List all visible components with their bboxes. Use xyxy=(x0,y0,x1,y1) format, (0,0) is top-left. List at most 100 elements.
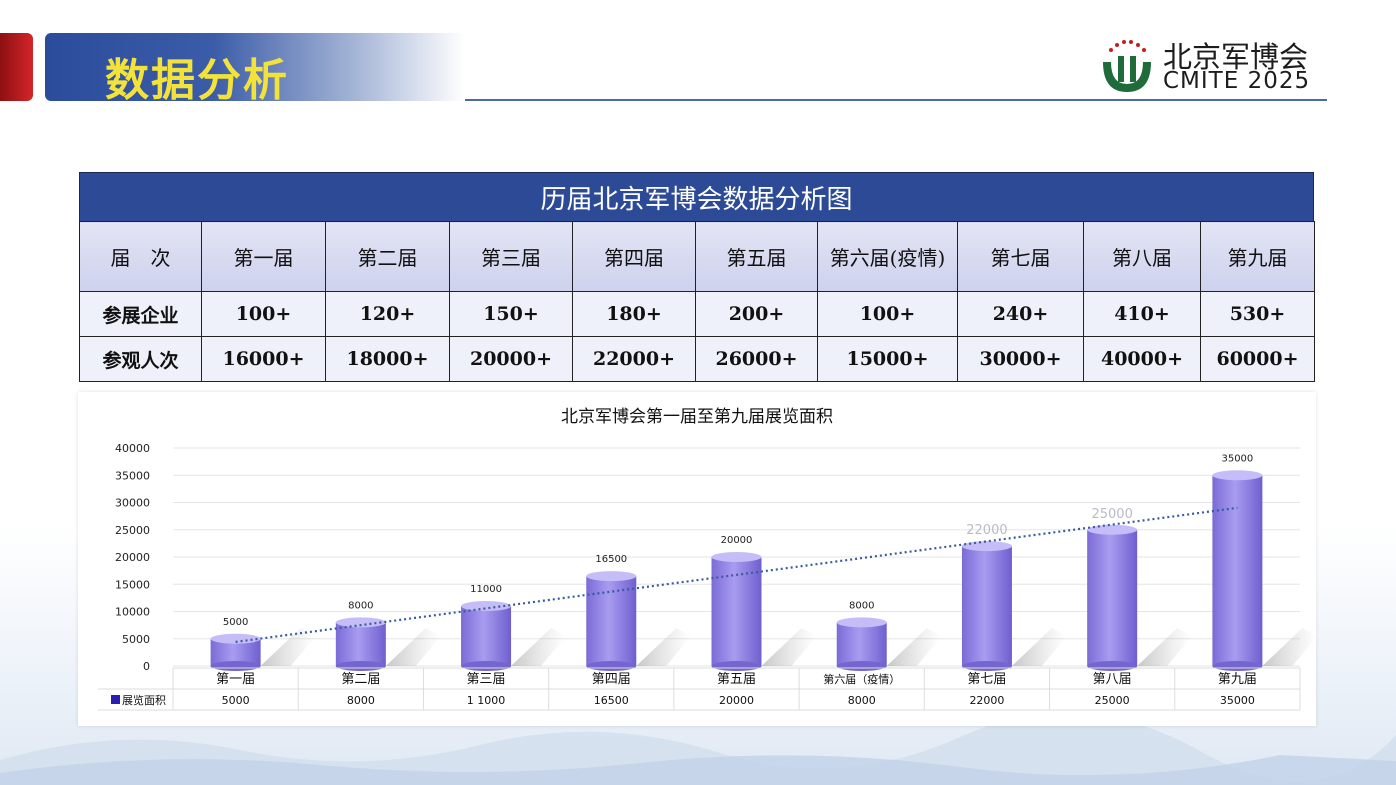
col-header: 第九届 xyxy=(1200,221,1315,292)
table-header-row: 届 次 第一届 第二届 第三届 第四届 第五届 第六届(疫情) 第七届 第八届 … xyxy=(79,221,1315,292)
col-header: 第三届 xyxy=(449,221,573,292)
header-divider xyxy=(465,99,1327,101)
y-tick-label: 40000 xyxy=(115,442,150,455)
table-corner-header: 届 次 xyxy=(79,221,202,292)
table-row: 参观人次 16000+ 18000+ 20000+ 22000+ 26000+ … xyxy=(79,336,1315,382)
y-tick-label: 5000 xyxy=(122,633,150,646)
data-label: 20000 xyxy=(721,535,753,546)
col-header: 第一届 xyxy=(201,221,326,292)
bar-top xyxy=(586,571,637,582)
bar xyxy=(335,622,386,666)
data-table-value: 1 1000 xyxy=(467,694,506,707)
bar-base xyxy=(586,661,637,671)
bar-shadow xyxy=(511,628,567,666)
bar-base xyxy=(836,661,887,671)
table-cell: 40000+ xyxy=(1083,336,1201,382)
bar-base xyxy=(1212,661,1263,671)
table-cell: 200+ xyxy=(695,291,818,337)
data-label: 11000 xyxy=(470,584,502,595)
page-title: 数据分析 xyxy=(105,55,289,106)
cmite-logo-icon xyxy=(1103,40,1151,92)
data-label: 5000 xyxy=(223,617,248,628)
col-header: 第四届 xyxy=(572,221,696,292)
y-tick-label: 30000 xyxy=(115,497,150,510)
y-tick-label: 10000 xyxy=(115,606,150,619)
bar xyxy=(1212,475,1263,666)
col-header: 第八届 xyxy=(1083,221,1201,292)
y-tick-label: 0 xyxy=(143,660,150,673)
bar-top xyxy=(210,633,261,644)
title-bar xyxy=(45,33,465,101)
data-table-value: 22000 xyxy=(969,694,1004,707)
bar-shadow xyxy=(1262,628,1316,666)
y-tick-label: 15000 xyxy=(115,578,150,591)
data-table-value: 25000 xyxy=(1095,694,1130,707)
chart-title: 北京军博会第一届至第九届展览面积 xyxy=(561,407,833,427)
data-table-value: 20000 xyxy=(719,694,754,707)
bar-base xyxy=(461,661,512,671)
y-tick-label: 35000 xyxy=(115,469,150,482)
data-label: 16500 xyxy=(595,554,627,565)
bar-shadow xyxy=(761,628,817,666)
data-label: 8000 xyxy=(849,600,874,611)
col-header: 第二届 xyxy=(325,221,450,292)
y-tick-label: 20000 xyxy=(115,551,150,564)
table-cell: 18000+ xyxy=(325,336,450,382)
trend-line xyxy=(235,506,1238,643)
bar xyxy=(711,557,762,666)
col-header: 第七届 xyxy=(957,221,1084,292)
bar-base xyxy=(961,661,1012,671)
bar-shadow xyxy=(886,628,942,666)
x-category-label: 第八届 xyxy=(1093,672,1132,687)
col-header: 第六届(疫情) xyxy=(817,221,958,292)
area-chart-card: 北京军博会第一届至第九届展览面积 0 5000 10000 15000 20000 2500… xyxy=(78,392,1316,726)
header-accent-tab xyxy=(0,33,33,101)
bar-top xyxy=(711,552,762,562)
bar-shadow xyxy=(260,628,316,666)
bar xyxy=(586,576,637,666)
table-row: 参展企业 100+ 120+ 150+ 180+ 200+ 100+ 240+ … xyxy=(79,291,1315,337)
area-bar-chart: 北京军博会第一届至第九届展览面积 0 5000 10000 15000 20000 2500… xyxy=(98,407,1316,711)
bar xyxy=(836,622,887,666)
logo-chinese-text: 北京军博会 xyxy=(1163,40,1309,74)
x-category-label: 第六届（疫情） xyxy=(823,672,900,686)
bar-base xyxy=(335,661,386,671)
bar xyxy=(461,606,512,666)
data-label: 35000 xyxy=(1221,453,1253,464)
data-label: 8000 xyxy=(348,600,373,611)
x-category-label: 第五届 xyxy=(717,672,756,687)
data-table-value: 35000 xyxy=(1220,694,1255,707)
table-cell: 60000+ xyxy=(1200,336,1315,382)
table-cell: 150+ xyxy=(449,291,573,337)
bar-base xyxy=(1087,661,1138,671)
legend-swatch xyxy=(111,695,120,704)
table-cell: 30000+ xyxy=(957,336,1084,382)
table-cell: 120+ xyxy=(325,291,450,337)
table-title: 历届北京军博会数据分析图 xyxy=(79,172,1314,221)
x-category-label: 第一届 xyxy=(216,672,255,687)
bar-base xyxy=(210,661,261,671)
data-label: 22000 xyxy=(966,523,1007,538)
bar-shadow xyxy=(1011,628,1067,666)
table-cell: 15000+ xyxy=(817,336,958,382)
table-cell: 410+ xyxy=(1083,291,1201,337)
bar-base xyxy=(711,661,762,671)
table-cell: 180+ xyxy=(572,291,696,337)
bar xyxy=(1087,529,1138,666)
bar-top xyxy=(836,617,887,628)
bar-shadow xyxy=(385,628,441,666)
table-cell: 100+ xyxy=(817,291,958,337)
bar-shadow xyxy=(636,628,692,666)
col-header: 第五届 xyxy=(695,221,818,292)
table-cell: 530+ xyxy=(1200,291,1315,337)
row-header: 参展企业 xyxy=(79,291,202,337)
bar-top xyxy=(1212,470,1263,481)
y-tick-label: 25000 xyxy=(115,524,150,537)
table-cell: 100+ xyxy=(201,291,326,337)
x-category-label: 第三届 xyxy=(467,672,506,687)
x-category-label: 第七届 xyxy=(967,672,1006,687)
bar-top xyxy=(461,601,512,612)
table-cell: 20000+ xyxy=(449,336,573,382)
stats-table-panel: 历届北京军博会数据分析图 届 次 第一届 第二届 第三届 第四届 第五届 第六届… xyxy=(79,172,1315,382)
stats-table: 届 次 第一届 第二届 第三届 第四届 第五届 第六届(疫情) 第七届 第八届 … xyxy=(79,221,1315,382)
